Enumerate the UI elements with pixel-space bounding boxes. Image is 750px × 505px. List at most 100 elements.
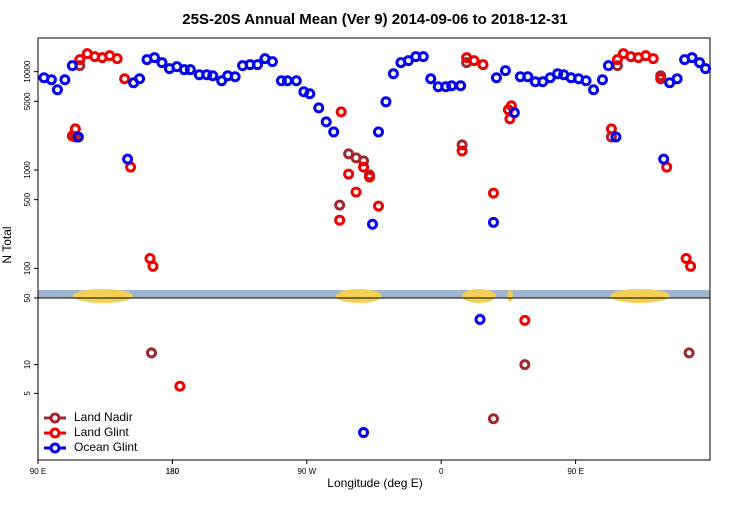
point bbox=[680, 253, 692, 265]
point bbox=[252, 59, 264, 71]
point bbox=[74, 54, 86, 66]
legend-marker bbox=[49, 412, 61, 424]
point bbox=[417, 51, 429, 63]
point bbox=[655, 73, 667, 85]
legend-label: Land Nadir bbox=[74, 410, 133, 424]
y-tick-label: 500 bbox=[23, 192, 32, 206]
point bbox=[72, 131, 84, 143]
point bbox=[456, 145, 468, 157]
point bbox=[605, 123, 617, 135]
top-frame bbox=[37, 37, 711, 299]
point bbox=[148, 52, 160, 64]
chart-title: 25S-20S Annual Mean (Ver 9) 2014-09-06 t… bbox=[182, 11, 567, 28]
point bbox=[111, 53, 123, 65]
point bbox=[290, 75, 302, 87]
point bbox=[313, 102, 325, 114]
point bbox=[66, 60, 78, 72]
point bbox=[266, 56, 278, 68]
legend-label: Land Glint bbox=[74, 425, 129, 439]
point bbox=[281, 75, 293, 87]
point bbox=[455, 80, 467, 92]
legend-label: Ocean Glint bbox=[74, 440, 138, 454]
y-tick-label: 50 bbox=[23, 293, 32, 302]
point bbox=[145, 347, 157, 359]
point bbox=[343, 168, 355, 180]
point bbox=[358, 161, 370, 173]
point bbox=[147, 260, 159, 272]
x-tick-label: 90 E bbox=[567, 467, 583, 476]
point bbox=[122, 153, 134, 165]
point bbox=[522, 71, 534, 83]
point bbox=[647, 53, 659, 65]
y-tick-label: 10000 bbox=[23, 60, 32, 83]
legend-marker bbox=[49, 442, 61, 454]
point bbox=[610, 131, 622, 143]
point bbox=[275, 75, 287, 87]
x-tick-label: 0 bbox=[439, 467, 444, 476]
point bbox=[508, 107, 520, 119]
point bbox=[358, 427, 370, 439]
legend-marker bbox=[49, 427, 61, 439]
point bbox=[59, 74, 71, 86]
point bbox=[387, 68, 399, 80]
point bbox=[66, 130, 78, 142]
y-axis-label: N Total bbox=[0, 226, 14, 263]
point bbox=[446, 80, 458, 92]
point bbox=[499, 65, 511, 77]
point bbox=[372, 126, 384, 138]
point bbox=[174, 380, 186, 392]
point bbox=[51, 84, 63, 96]
point bbox=[519, 314, 531, 326]
y-tick-label: 100 bbox=[23, 261, 32, 275]
point bbox=[602, 60, 614, 72]
bottom-frame bbox=[37, 297, 711, 461]
point bbox=[367, 218, 379, 230]
point bbox=[380, 96, 392, 108]
point bbox=[45, 74, 57, 86]
point bbox=[304, 88, 316, 100]
x-tick-label: 90 E bbox=[30, 467, 46, 476]
point bbox=[335, 106, 347, 118]
x-tick-label: 180 bbox=[166, 467, 180, 476]
point bbox=[178, 64, 190, 76]
point bbox=[552, 68, 564, 80]
point bbox=[350, 186, 362, 198]
point bbox=[580, 75, 592, 87]
point bbox=[229, 71, 241, 83]
y-tick-label: 5000 bbox=[23, 92, 32, 110]
point bbox=[364, 171, 376, 183]
point bbox=[588, 84, 600, 96]
point bbox=[328, 126, 340, 138]
point bbox=[468, 55, 480, 67]
x-axis-label: Longitude (deg E) bbox=[327, 476, 422, 490]
point bbox=[686, 52, 698, 64]
point bbox=[487, 187, 499, 199]
point bbox=[477, 59, 489, 71]
map-strip bbox=[38, 289, 710, 303]
point bbox=[487, 413, 499, 425]
point bbox=[700, 63, 712, 75]
y-tick-label: 1000 bbox=[23, 161, 32, 179]
point bbox=[358, 155, 370, 167]
point bbox=[611, 54, 623, 66]
point bbox=[425, 73, 437, 85]
point bbox=[184, 64, 196, 76]
point bbox=[201, 69, 213, 81]
y-tick-label: 5 bbox=[23, 391, 32, 396]
point bbox=[372, 200, 384, 212]
point bbox=[334, 199, 346, 211]
point bbox=[456, 139, 468, 151]
point bbox=[207, 70, 219, 82]
x-tick-label: 180 bbox=[166, 467, 180, 476]
point bbox=[671, 73, 683, 85]
point bbox=[519, 359, 531, 371]
point bbox=[320, 116, 332, 128]
point bbox=[658, 153, 670, 165]
point bbox=[334, 214, 346, 226]
point bbox=[596, 74, 608, 86]
point bbox=[474, 313, 486, 325]
x-tick-label: 90 W bbox=[297, 467, 316, 476]
point bbox=[683, 347, 695, 359]
point bbox=[440, 81, 452, 93]
